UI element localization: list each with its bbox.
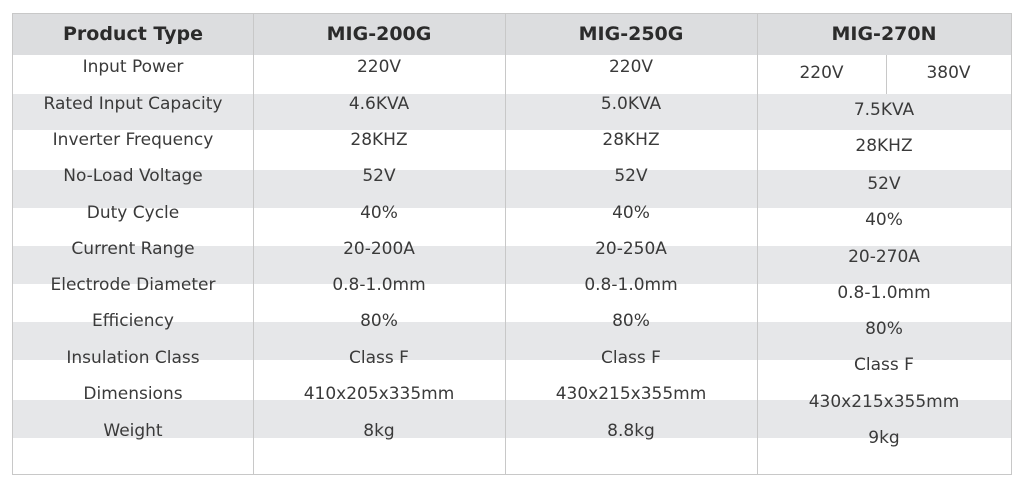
cell-mig-200g: 40% xyxy=(360,203,398,223)
spec-table: Product Type MIG-200G MIG-250G MIG-270N … xyxy=(12,13,1012,475)
row-stripe xyxy=(13,246,1011,284)
cell-mig-250g: 52V xyxy=(614,166,648,186)
cell-mig-270n: 40% xyxy=(865,210,903,230)
cell-mig-200g: 410x205x335mm xyxy=(303,384,455,404)
header-mig-270n: MIG-270N xyxy=(831,23,937,45)
row-label: Input Power xyxy=(82,57,184,77)
row-label: Rated Input Capacity xyxy=(43,94,223,114)
column-divider xyxy=(253,14,254,474)
cell-mig-250g: Class F xyxy=(601,348,661,368)
header-product-type: Product Type xyxy=(62,23,203,45)
header-mig-200g: MIG-200G xyxy=(326,23,432,45)
cell-mig-270n: 0.8-1.0mm xyxy=(837,283,931,303)
header-mig-250g: MIG-250G xyxy=(578,23,684,45)
cell-mig-250g: 80% xyxy=(612,311,650,331)
row-label: Duty Cycle xyxy=(86,203,180,223)
cell-mig-200g: 0.8-1.0mm xyxy=(332,275,426,295)
cell-mig-250g: 5.0KVA xyxy=(600,94,662,114)
header-row xyxy=(13,14,1011,55)
row-label: Weight xyxy=(103,421,163,441)
cell-mig-250g: 220V xyxy=(608,57,654,77)
column-divider xyxy=(757,14,758,474)
cell-mig-270n: 9kg xyxy=(868,428,900,448)
cell-mig-250g: 430x215x355mm xyxy=(555,384,707,404)
cell-mig-250g: 20-250A xyxy=(595,239,667,259)
cell-mig-270n: 28KHZ xyxy=(855,136,913,156)
cell-mig-200g: 8kg xyxy=(363,421,395,441)
cell-mig-270n: 430x215x355mm xyxy=(808,392,960,412)
row-label: Efficiency xyxy=(92,311,174,331)
row-label: Electrode Diameter xyxy=(50,275,216,295)
cell-mig-270n-380v: 380V xyxy=(926,63,971,83)
row-label: Dimensions xyxy=(83,384,183,404)
row-stripe xyxy=(13,400,1011,438)
cell-mig-250g: 28KHZ xyxy=(602,130,660,150)
cell-mig-250g: 40% xyxy=(612,203,650,223)
cell-mig-270n: Class F xyxy=(854,355,914,375)
cell-mig-200g: 80% xyxy=(360,311,398,331)
cell-mig-200g: 220V xyxy=(356,57,402,77)
cell-mig-200g: 20-200A xyxy=(343,239,415,259)
row-label: Current Range xyxy=(71,239,195,259)
cell-mig-250g: 8.8kg xyxy=(607,421,655,441)
row-stripe xyxy=(13,94,1011,130)
row-label: Inverter Frequency xyxy=(52,130,214,150)
cell-mig-200g: Class F xyxy=(349,348,409,368)
cell-mig-200g: 4.6KVA xyxy=(348,94,410,114)
cell-mig-200g: 28KHZ xyxy=(350,130,408,150)
cell-mig-270n: 20-270A xyxy=(848,247,920,267)
column-divider xyxy=(505,14,506,474)
cell-mig-270n: 7.5KVA xyxy=(853,100,915,120)
cell-mig-200g: 52V xyxy=(362,166,396,186)
sub-column-divider xyxy=(886,55,887,94)
cell-mig-250g: 0.8-1.0mm xyxy=(584,275,678,295)
row-stripe xyxy=(13,170,1011,208)
cell-mig-270n: 52V xyxy=(867,174,901,194)
cell-mig-270n: 80% xyxy=(865,319,903,339)
cell-mig-270n-220v: 220V xyxy=(799,63,844,83)
row-label: No-Load Voltage xyxy=(63,166,203,186)
row-label: Insulation Class xyxy=(66,348,200,368)
row-stripe xyxy=(13,322,1011,360)
